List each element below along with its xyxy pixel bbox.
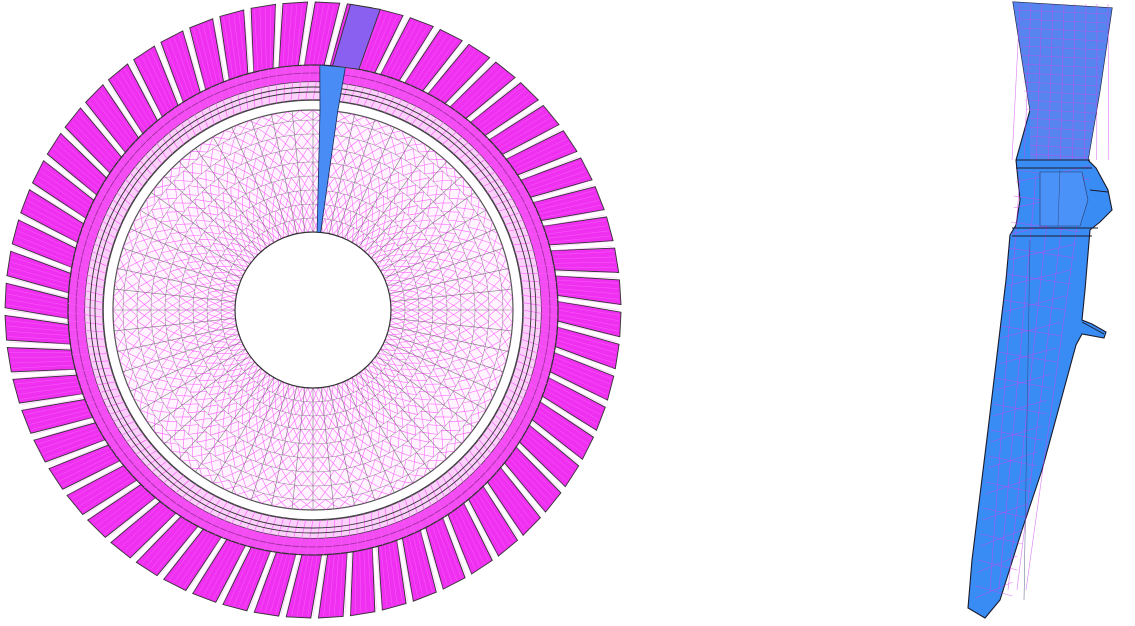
mesh-ring	[164, 161, 462, 459]
blade-sector-mesh	[967, 1, 1113, 619]
blade	[278, 1, 309, 68]
blade	[555, 275, 622, 306]
full-disk-mesh	[4, 1, 622, 619]
rim-mesh	[67, 64, 559, 556]
coarse-spokes	[113, 110, 513, 510]
highlighted-blade	[332, 3, 381, 70]
mesh-ring	[150, 147, 476, 473]
center-hole	[234, 231, 392, 389]
mesh-ring	[136, 133, 490, 487]
mesh-ring	[206, 203, 420, 417]
sector-inner-edges	[1023, 169, 1061, 601]
mesh-ring	[112, 109, 514, 511]
mesh-ring	[178, 175, 448, 445]
blade	[317, 552, 348, 619]
blade-hatch	[6, 3, 620, 617]
mesh-ring	[220, 217, 406, 403]
mesh-ring	[192, 189, 434, 431]
sector-edges	[1012, 159, 1109, 335]
rim-ring	[94, 91, 532, 529]
blade	[4, 314, 71, 345]
rim-ring	[89, 86, 537, 534]
mesh-ring	[122, 119, 504, 501]
sector-platform	[1039, 171, 1089, 227]
rim-line	[75, 72, 551, 548]
